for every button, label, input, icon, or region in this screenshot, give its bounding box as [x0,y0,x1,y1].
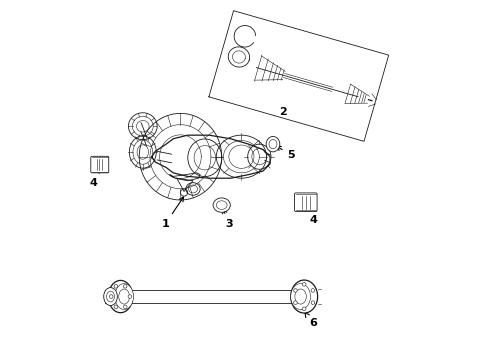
Circle shape [114,284,118,288]
Text: 3: 3 [222,209,233,229]
Ellipse shape [213,198,230,212]
Text: 4: 4 [307,206,317,225]
Circle shape [302,307,306,311]
Ellipse shape [291,284,311,310]
Circle shape [311,301,315,305]
Circle shape [294,289,297,292]
Ellipse shape [104,288,117,306]
Text: 5: 5 [276,146,295,160]
Circle shape [109,295,113,298]
Text: 2: 2 [279,107,287,117]
Circle shape [128,295,132,298]
Text: 1: 1 [162,197,184,229]
Circle shape [114,305,118,309]
Circle shape [123,305,127,309]
Ellipse shape [291,280,318,313]
FancyBboxPatch shape [294,193,317,212]
Circle shape [302,283,306,286]
Ellipse shape [115,284,133,310]
FancyBboxPatch shape [91,156,109,173]
Text: 4: 4 [90,168,99,188]
Circle shape [123,284,127,288]
Text: 6: 6 [305,312,317,328]
Circle shape [294,301,297,305]
Ellipse shape [266,136,280,152]
Ellipse shape [108,280,133,313]
Circle shape [311,289,315,292]
